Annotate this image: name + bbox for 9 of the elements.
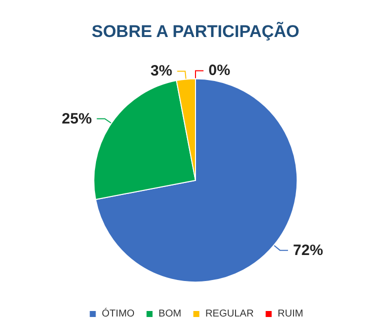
data-label: 72% <box>293 242 324 259</box>
legend-label: RUIM <box>278 308 304 320</box>
data-label: 25% <box>62 110 92 128</box>
legend-label: BOM <box>158 308 182 320</box>
legend-label: REGULAR <box>205 308 254 320</box>
text: 0% <box>208 62 230 80</box>
legend-label: ÓTIMO <box>102 308 135 320</box>
chart-title: SOBRE A PARTICIPAÇÃO <box>92 21 300 41</box>
data-label: 3% <box>150 62 172 80</box>
